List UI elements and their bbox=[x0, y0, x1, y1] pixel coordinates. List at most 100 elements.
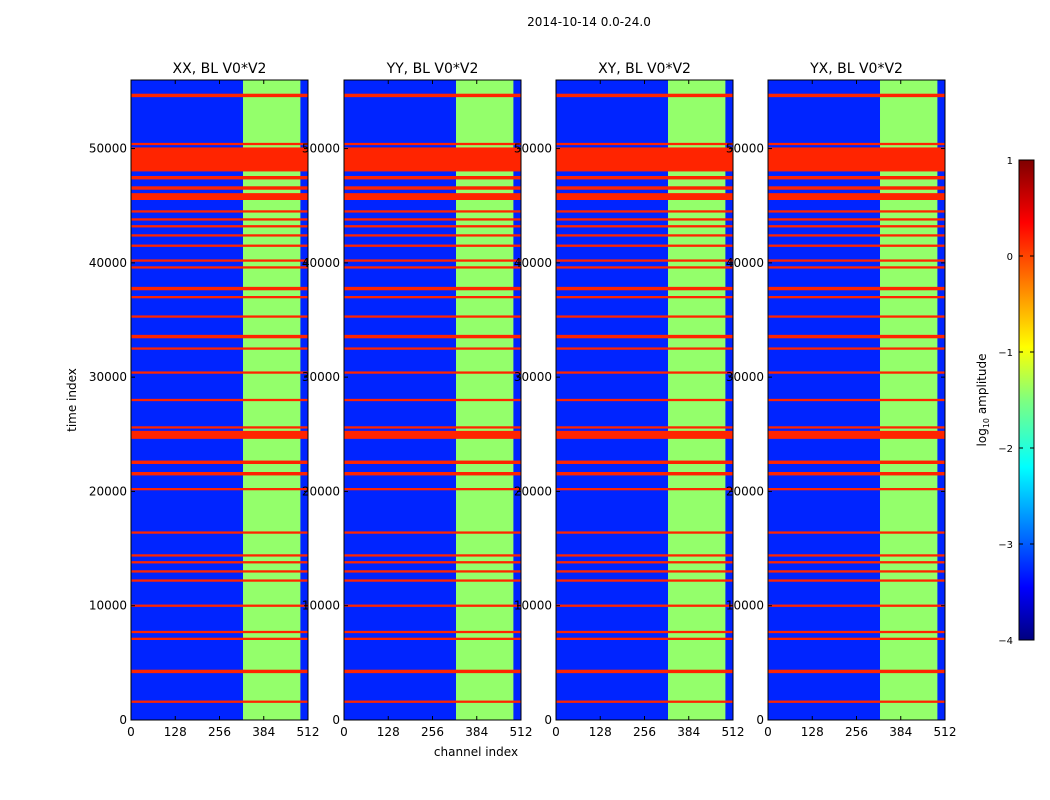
flagged-row bbox=[131, 266, 308, 269]
flagged-row bbox=[131, 561, 308, 564]
y-tick-label: 30000 bbox=[89, 370, 127, 384]
flagged-row bbox=[131, 488, 308, 491]
flagged-row bbox=[768, 286, 945, 291]
flagged-row bbox=[344, 637, 521, 640]
flagged-row bbox=[344, 570, 521, 573]
flagged-row bbox=[344, 234, 521, 237]
flagged-row bbox=[344, 176, 521, 180]
flagged-row bbox=[344, 460, 521, 464]
flagged-row bbox=[556, 296, 733, 299]
y-tick-label: 10000 bbox=[89, 599, 127, 613]
panel-3: YX, BL V0*V2 0 128 256 384 512 0 10000 20000 3000… bbox=[726, 61, 957, 739]
flagged-row bbox=[556, 700, 733, 703]
flagged-row bbox=[556, 193, 733, 200]
flagged-row bbox=[556, 430, 733, 439]
panel-title: YY, BL V0*V2 bbox=[386, 61, 479, 77]
flagged-row bbox=[556, 147, 733, 172]
flagged-row bbox=[556, 472, 733, 476]
flagged-row bbox=[768, 669, 945, 674]
panel-1: YY, BL V0*V2 0 128 256 384 512 0 10000 20000 3000… bbox=[302, 61, 533, 739]
x-tick-label: 384 bbox=[465, 725, 488, 739]
panels-group: XX, BL V0*V2 0 128 256 384 512 0 10000 20000 3000… bbox=[89, 61, 957, 739]
flagged-row bbox=[768, 531, 945, 534]
flagged-row bbox=[344, 186, 521, 190]
flagged-row bbox=[556, 186, 733, 190]
flagged-row bbox=[344, 669, 521, 674]
flagged-row bbox=[131, 244, 308, 247]
flagged-row bbox=[344, 630, 521, 634]
x-tick-label: 0 bbox=[340, 725, 348, 739]
flagged-row bbox=[556, 176, 733, 180]
x-tick-label: 256 bbox=[633, 725, 656, 739]
x-tick-label: 128 bbox=[164, 725, 187, 739]
flagged-row bbox=[768, 218, 945, 221]
flagged-row bbox=[768, 234, 945, 237]
flagged-row bbox=[768, 347, 945, 350]
flagged-row bbox=[131, 193, 308, 200]
x-tick-label: 256 bbox=[845, 725, 868, 739]
flagged-row bbox=[556, 225, 733, 228]
flagged-row bbox=[131, 554, 308, 557]
y-tick-label: 10000 bbox=[514, 599, 552, 613]
flagged-row bbox=[768, 398, 945, 402]
flagged-row bbox=[768, 371, 945, 374]
flagged-row bbox=[131, 472, 308, 476]
flagged-row bbox=[556, 531, 733, 534]
flagged-row bbox=[131, 460, 308, 464]
panel-0: XX, BL V0*V2 0 128 256 384 512 0 10000 20000 3000… bbox=[89, 61, 320, 739]
flagged-row bbox=[768, 193, 945, 200]
flagged-row bbox=[768, 579, 945, 582]
flagged-row bbox=[556, 142, 733, 146]
flagged-row bbox=[344, 604, 521, 607]
flagged-row bbox=[131, 570, 308, 573]
flagged-row bbox=[131, 259, 308, 262]
flagged-row bbox=[768, 460, 945, 464]
flagged-row bbox=[131, 218, 308, 221]
flagged-row bbox=[344, 700, 521, 703]
flagged-row bbox=[131, 147, 308, 172]
x-tick-label: 0 bbox=[764, 725, 772, 739]
flagged-row bbox=[556, 244, 733, 247]
figure-suptitle: 2014-10-14 0.0-24.0 bbox=[527, 15, 651, 29]
flagged-row bbox=[768, 296, 945, 299]
flagged-row bbox=[344, 371, 521, 374]
flagged-row bbox=[131, 700, 308, 703]
flagged-row bbox=[131, 315, 308, 318]
flagged-row bbox=[131, 630, 308, 634]
flagged-row bbox=[556, 315, 733, 318]
flagged-row bbox=[344, 296, 521, 299]
x-tick-label: 512 bbox=[510, 725, 533, 739]
flagged-row bbox=[344, 266, 521, 269]
flagged-row bbox=[768, 259, 945, 262]
flagged-row bbox=[556, 637, 733, 640]
panel-title: XX, BL V0*V2 bbox=[173, 61, 267, 77]
flagged-row bbox=[768, 561, 945, 564]
flagged-row bbox=[768, 637, 945, 640]
y-tick-label: 0 bbox=[119, 713, 127, 727]
colorbar-tick-label: 0 bbox=[1007, 252, 1013, 263]
flagged-row bbox=[131, 210, 308, 213]
colorbar-tick-label: −3 bbox=[998, 540, 1013, 551]
flagged-row bbox=[131, 225, 308, 228]
y-tick-label: 20000 bbox=[302, 484, 340, 498]
x-tick-label: 512 bbox=[297, 725, 320, 739]
flagged-row bbox=[131, 604, 308, 607]
flagged-row bbox=[768, 93, 945, 98]
colorbar-tick-label: 1 bbox=[1007, 156, 1013, 167]
flagged-row bbox=[131, 426, 308, 429]
flagged-row bbox=[768, 176, 945, 180]
flagged-row bbox=[556, 460, 733, 464]
colorbar-tick-label: −1 bbox=[998, 348, 1013, 359]
x-tick-label: 0 bbox=[127, 725, 135, 739]
y-tick-label: 30000 bbox=[302, 370, 340, 384]
flagged-row bbox=[344, 210, 521, 213]
flagged-row bbox=[556, 488, 733, 491]
y-tick-label: 30000 bbox=[726, 370, 764, 384]
x-tick-label: 512 bbox=[934, 725, 957, 739]
y-tick-label: 50000 bbox=[726, 142, 764, 156]
y-tick-label: 50000 bbox=[514, 142, 552, 156]
x-tick-label: 128 bbox=[589, 725, 612, 739]
flagged-row bbox=[556, 561, 733, 564]
flagged-row bbox=[131, 371, 308, 374]
